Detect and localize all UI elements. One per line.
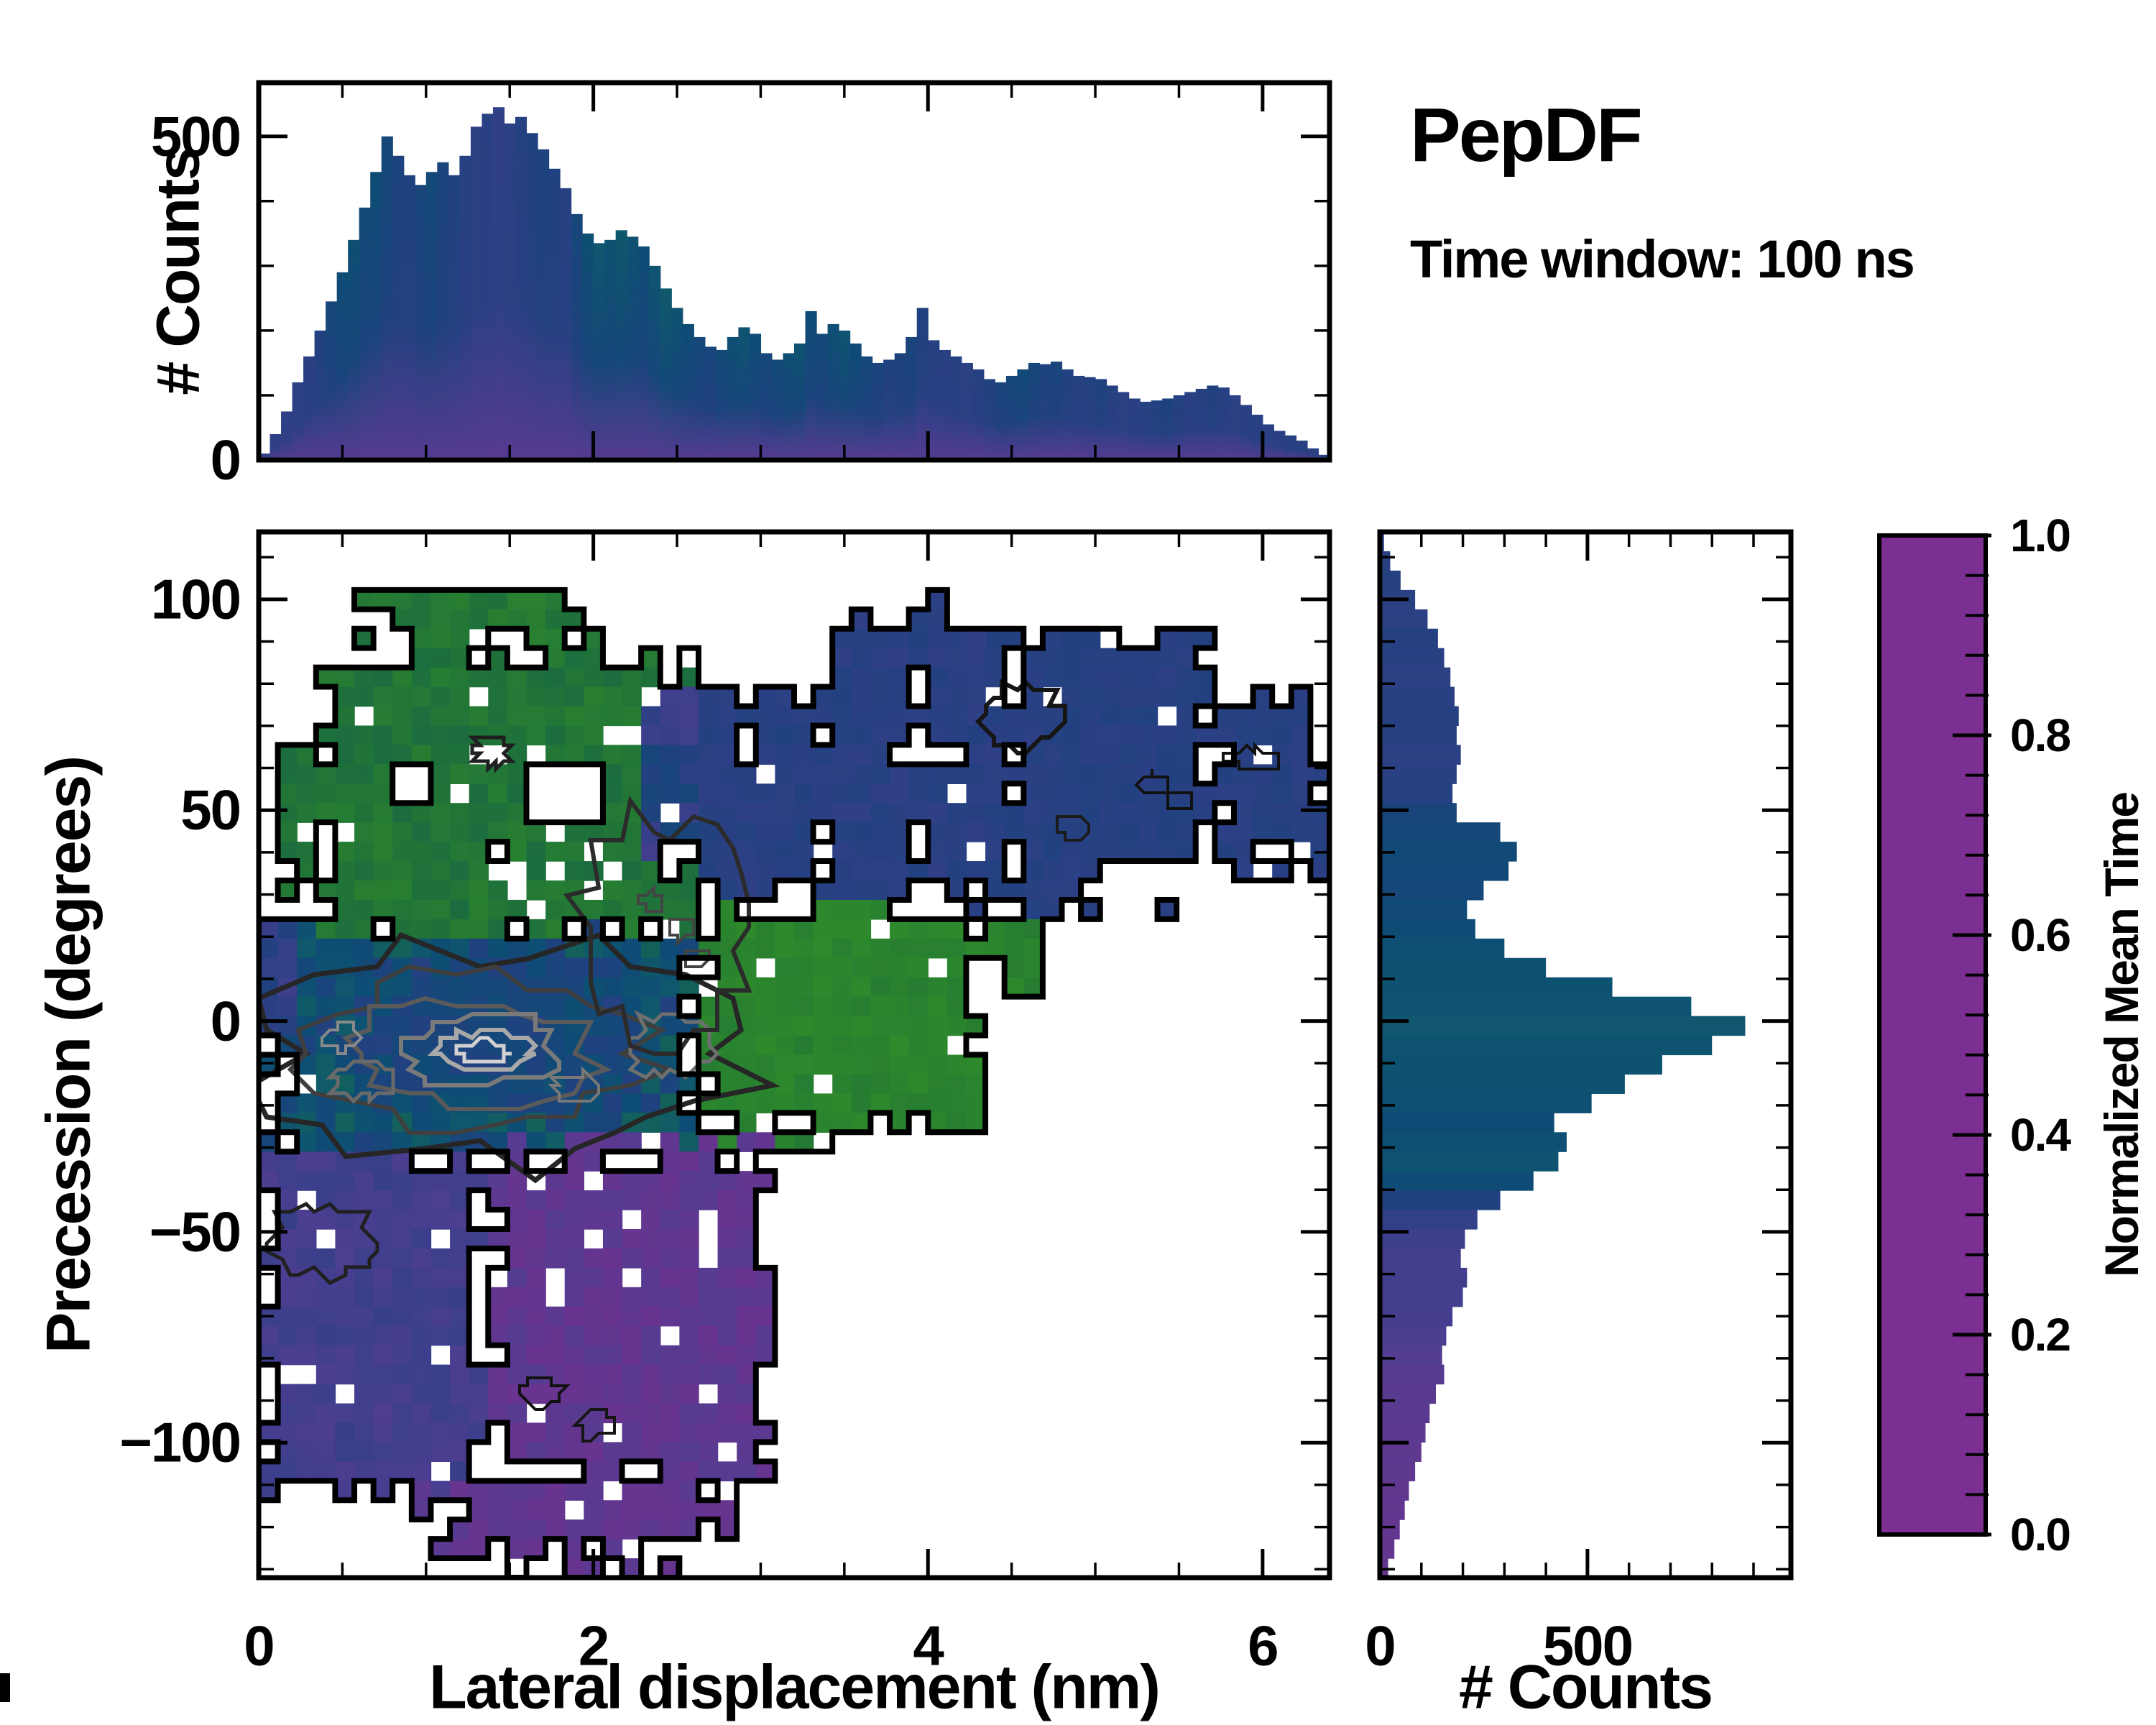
figure-title: PepDF xyxy=(1410,93,1643,178)
colorbar-canvas xyxy=(1877,533,1991,1537)
tick-label: 0 xyxy=(1365,1614,1396,1678)
tick-label: 0.4 xyxy=(2010,1109,2071,1161)
tick-label: 100 xyxy=(150,567,241,631)
colorbar-label: Normalized Mean Time xyxy=(2095,793,2148,1277)
tick-label: 0.0 xyxy=(2010,1509,2071,1560)
right-hist-xlabel: # Counts xyxy=(1459,1652,1713,1722)
top-hist-ylabel: # Counts xyxy=(144,148,212,395)
main-xlabel: Lateral displacement (nm) xyxy=(429,1652,1161,1722)
top-histogram-axes xyxy=(252,75,1337,467)
tick-label: 0.2 xyxy=(2010,1309,2071,1361)
top-histogram-canvas xyxy=(256,80,1332,463)
main-ylabel: Precession (degrees) xyxy=(34,757,103,1353)
main-heatmap-axes xyxy=(252,525,1337,1585)
tick-label: 2 xyxy=(578,1614,609,1678)
tick-label: 0 xyxy=(210,989,241,1053)
edge-artifact xyxy=(0,1673,10,1702)
tick-label: 500 xyxy=(1542,1614,1634,1678)
tick-label: 1.0 xyxy=(2010,510,2071,561)
tick-label: 0 xyxy=(210,428,241,492)
tick-label: 0.8 xyxy=(2010,709,2071,761)
colorbar xyxy=(1872,528,1993,1542)
tick-label: −50 xyxy=(149,1200,241,1264)
tick-label: 500 xyxy=(150,104,241,168)
tick-label: 6 xyxy=(1248,1614,1279,1678)
tick-label: 4 xyxy=(913,1614,944,1678)
figure-subtitle: Time window: 100 ns xyxy=(1410,229,1915,289)
tick-label: −100 xyxy=(119,1410,241,1474)
tick-label: 50 xyxy=(180,778,241,842)
main-heatmap-canvas xyxy=(256,529,1332,1581)
tick-label: 0 xyxy=(244,1614,275,1678)
right-histogram-axes xyxy=(1373,525,1798,1585)
right-histogram-canvas xyxy=(1377,529,1794,1581)
tick-label: 0.6 xyxy=(2010,909,2071,961)
